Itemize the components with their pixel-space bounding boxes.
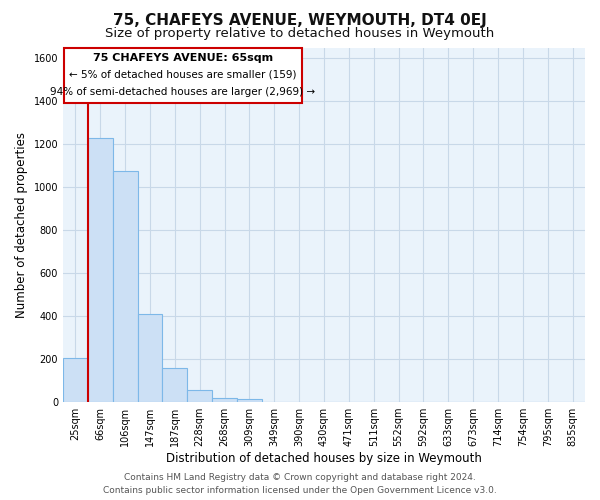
Text: Contains HM Land Registry data © Crown copyright and database right 2024.
Contai: Contains HM Land Registry data © Crown c… xyxy=(103,474,497,495)
X-axis label: Distribution of detached houses by size in Weymouth: Distribution of detached houses by size … xyxy=(166,452,482,465)
Bar xyxy=(137,314,163,402)
Bar xyxy=(63,358,88,402)
Text: ← 5% of detached houses are smaller (159): ← 5% of detached houses are smaller (159… xyxy=(69,70,297,80)
Text: 75, CHAFEYS AVENUE, WEYMOUTH, DT4 0EJ: 75, CHAFEYS AVENUE, WEYMOUTH, DT4 0EJ xyxy=(113,12,487,28)
Bar xyxy=(237,399,262,402)
Bar xyxy=(212,398,237,402)
FancyBboxPatch shape xyxy=(64,48,302,104)
Text: 75 CHAFEYS AVENUE: 65sqm: 75 CHAFEYS AVENUE: 65sqm xyxy=(93,53,273,63)
Text: 94% of semi-detached houses are larger (2,969) →: 94% of semi-detached houses are larger (… xyxy=(50,88,316,98)
Text: Size of property relative to detached houses in Weymouth: Size of property relative to detached ho… xyxy=(106,28,494,40)
Bar xyxy=(187,390,212,402)
Bar xyxy=(113,171,137,402)
Bar xyxy=(88,138,113,402)
Bar xyxy=(163,368,187,402)
Y-axis label: Number of detached properties: Number of detached properties xyxy=(15,132,28,318)
